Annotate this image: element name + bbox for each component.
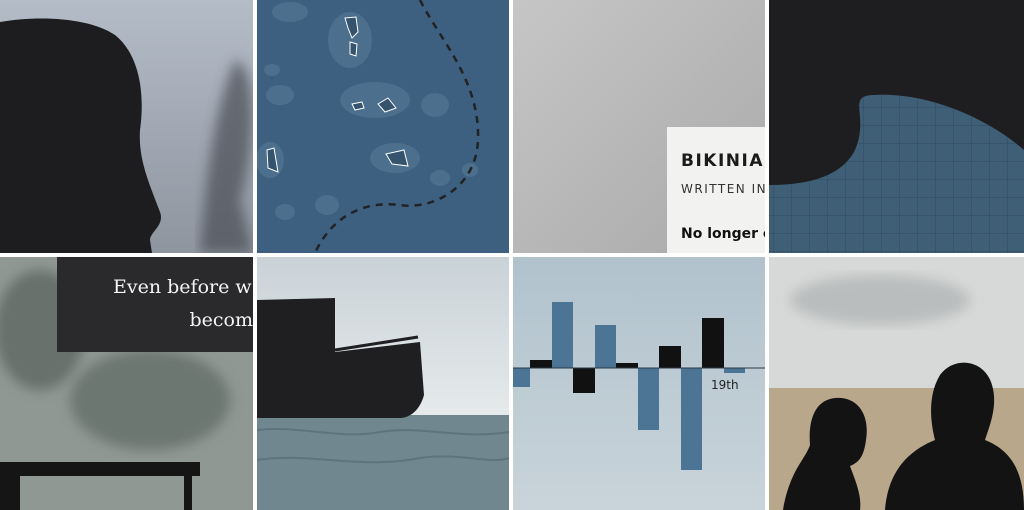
caption-line: becom — [189, 309, 253, 331]
tile-card: BIKINIAN WRITTEN IN No longer c — [513, 0, 780, 253]
tile-caption: Even before w becom — [0, 257, 253, 510]
tile-boat — [257, 257, 509, 510]
tile-wave — [769, 0, 1024, 253]
chart-label: 19th — [711, 378, 739, 392]
tile-people — [769, 257, 1024, 510]
illustration-bars — [513, 302, 765, 470]
card-subtitle: WRITTEN IN — [681, 182, 767, 196]
caption-line: Even before w — [113, 276, 252, 298]
tile-map — [257, 0, 509, 253]
card-title: BIKINIAN — [681, 151, 780, 171]
tile-profile — [0, 0, 253, 253]
card-body: No longer c — [681, 226, 771, 242]
card — [667, 127, 765, 253]
tile-bars: 19th — [513, 257, 765, 510]
